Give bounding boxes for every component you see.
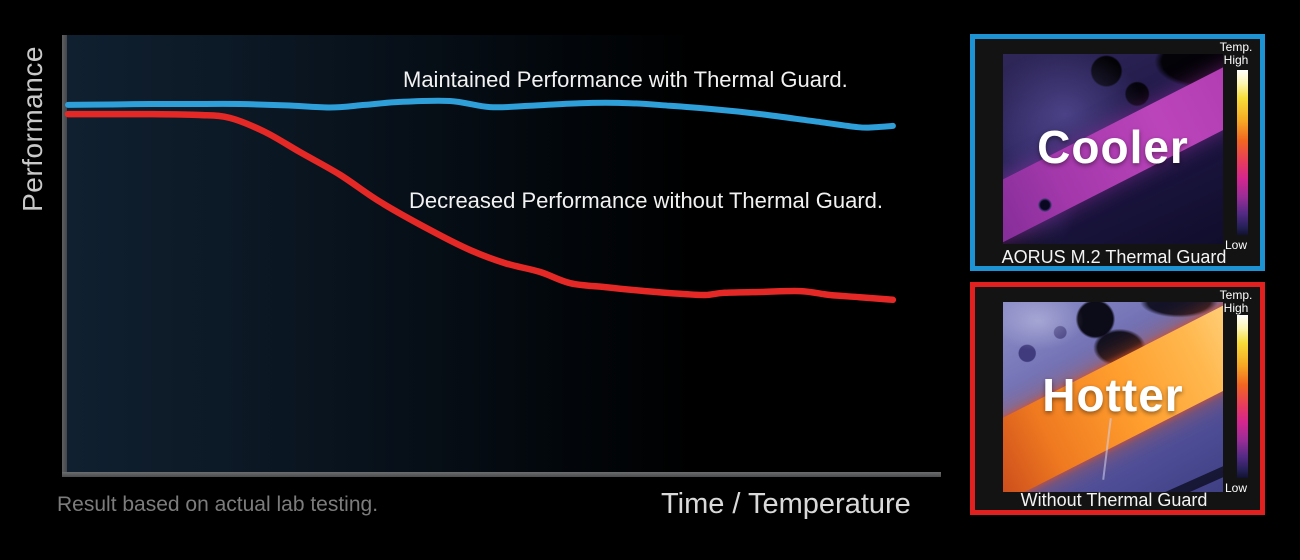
hotter-caption: Without Thermal Guard xyxy=(1020,490,1208,510)
low-label: Low xyxy=(1224,238,1247,252)
temp-label: Temp. xyxy=(1219,40,1253,54)
x-axis-line xyxy=(62,472,941,477)
temp-scale-header-cooler: Temp. High xyxy=(1212,41,1260,67)
high-label: High xyxy=(1223,53,1249,67)
thermal-panel-cooler: Cooler Temp. High Low AORUS M.2 Thermal … xyxy=(970,34,1265,271)
cooler-caption: AORUS M.2 Thermal Guard xyxy=(1001,247,1227,267)
x-axis-label: Time / Temperature xyxy=(661,488,911,520)
temp-scale-header-hotter: Temp. High xyxy=(1212,289,1260,315)
temp-gradient-bar-cooler xyxy=(1237,70,1248,235)
y-axis-line xyxy=(62,35,67,477)
plot-area xyxy=(67,35,941,472)
temp-gradient-bar-hotter xyxy=(1237,315,1248,478)
maintained-performance-label: Maintained Performance with Thermal Guar… xyxy=(403,67,848,92)
temp-label: Temp. xyxy=(1219,288,1253,302)
low-label: Low xyxy=(1224,481,1247,495)
decreased-performance-label: Decreased Performance without Thermal Gu… xyxy=(409,188,884,213)
high-label: High xyxy=(1223,301,1249,315)
thermal-image-cooler: Cooler xyxy=(1003,54,1223,244)
lab-testing-footnote: Result based on actual lab testing. xyxy=(57,493,379,516)
y-axis-label: Performance xyxy=(17,46,48,212)
cooler-screw-dot xyxy=(1038,198,1053,213)
thermal-image-hotter: Hotter xyxy=(1003,302,1223,492)
cooler-label: Cooler xyxy=(1037,120,1189,173)
hotter-label: Hotter xyxy=(1042,368,1184,421)
thermal-panel-hotter: Hotter Temp. High Low Without Thermal Gu… xyxy=(970,282,1265,515)
